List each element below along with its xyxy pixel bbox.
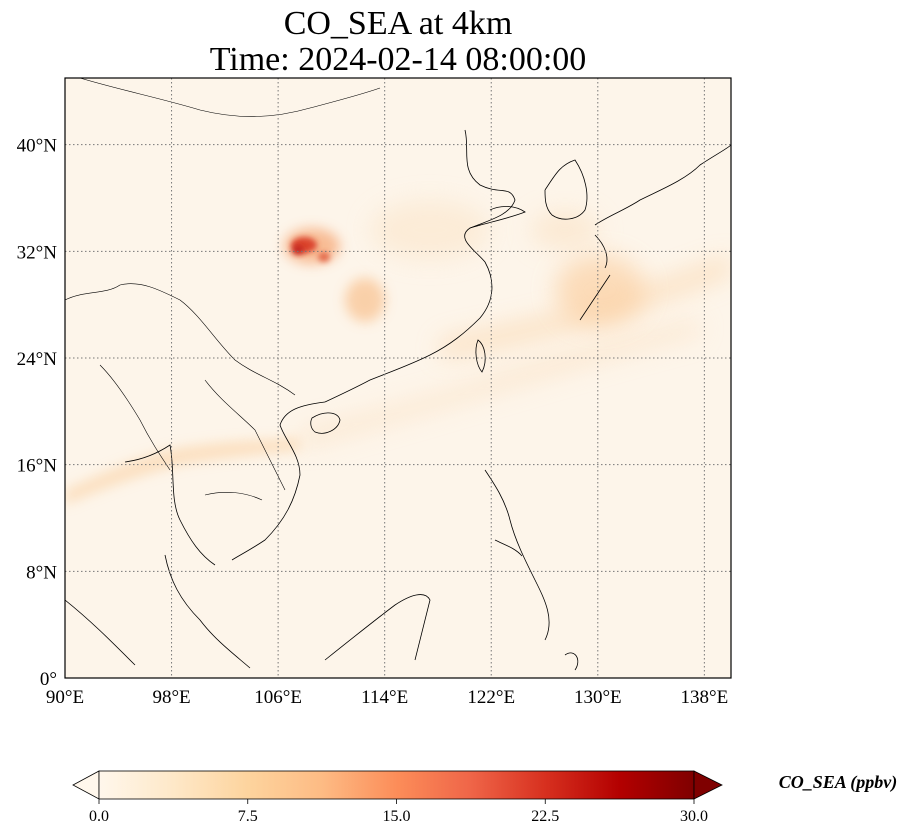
colorbar-tick-label: 7.5 bbox=[238, 808, 258, 825]
north-china-haze bbox=[370, 200, 490, 260]
borneo-coast bbox=[324, 594, 431, 661]
colorbar-tick-label: 22.5 bbox=[531, 808, 559, 825]
korea-plume bbox=[530, 210, 600, 250]
concentration-field-background bbox=[65, 78, 731, 678]
longitude-tick-label: 130°E bbox=[574, 687, 622, 708]
longitude-tick-label: 114°E bbox=[361, 687, 408, 708]
colorbar-tick-label: 0.0 bbox=[89, 808, 109, 825]
colorbar-tick-label: 30.0 bbox=[680, 808, 708, 825]
colorbar: 0.0 7.5 15.0 22.5 30.0 CO_SEA (ppbv) bbox=[72, 770, 898, 825]
sichuan-hotspot-east bbox=[318, 252, 330, 262]
latitude-tick-label: 16°N bbox=[17, 456, 58, 477]
border-mongolia bbox=[79, 78, 381, 117]
colorbar-tick-label: 15.0 bbox=[383, 808, 411, 825]
sichuan-hotspot-core bbox=[292, 245, 304, 255]
latitude-tick-label: 24°N bbox=[17, 349, 58, 370]
longitude-tick-label: 122°E bbox=[467, 687, 515, 708]
coastlines bbox=[65, 129, 731, 671]
latitude-tick-label: 0° bbox=[40, 669, 57, 690]
indochina-plume-band bbox=[65, 438, 300, 505]
border-thailand-cambodia bbox=[204, 491, 263, 501]
hainan-coast bbox=[310, 412, 341, 434]
sulawesi-coast bbox=[564, 652, 579, 671]
longitude-tick-label: 106°E bbox=[254, 687, 302, 708]
korea-peninsula bbox=[544, 159, 588, 220]
longitude-tick-label: 98°E bbox=[152, 687, 190, 708]
border-china-south bbox=[65, 283, 296, 396]
shandong-peninsula bbox=[469, 206, 526, 229]
central-china-plume bbox=[345, 278, 385, 322]
longitude-tick-labels: 90°E 98°E 106°E 114°E 122°E 130°E 138°E bbox=[46, 687, 728, 708]
colorbar-gradient bbox=[98, 770, 695, 800]
malay-peninsula bbox=[164, 554, 251, 669]
colorbar-extend-min bbox=[72, 770, 100, 800]
gridlines bbox=[65, 78, 731, 678]
sumatra-coast bbox=[65, 599, 136, 666]
indochina-coast bbox=[124, 401, 326, 566]
china-coast bbox=[324, 129, 516, 403]
longitude-tick-label: 138°E bbox=[681, 687, 729, 708]
philippines-coast bbox=[484, 469, 550, 641]
country-borders bbox=[65, 78, 381, 501]
taiwan-coast bbox=[475, 339, 486, 373]
latitude-tick-label: 32°N bbox=[17, 242, 58, 263]
latitude-tick-label: 8°N bbox=[26, 562, 57, 583]
colorbar-label: CO_SEA (ppbv) bbox=[779, 772, 898, 793]
title-line-1: CO_SEA at 4km bbox=[284, 5, 513, 42]
latitude-tick-labels: 0° 8°N 16°N 24°N 32°N 40°N bbox=[17, 136, 58, 690]
colorbar-extend-max bbox=[693, 770, 723, 800]
border-laos-vietnam bbox=[204, 379, 286, 491]
south-china-sea-plume-band bbox=[300, 320, 700, 448]
latitude-tick-label: 40°N bbox=[17, 136, 58, 157]
title-line-2: Time: 2024-02-14 08:00:00 bbox=[210, 41, 587, 78]
border-myanmar bbox=[99, 364, 171, 471]
longitude-tick-label: 90°E bbox=[46, 687, 84, 708]
map-frame bbox=[64, 77, 732, 679]
map-panel bbox=[65, 78, 731, 678]
colorbar-tick-labels: 0.0 7.5 15.0 22.5 30.0 bbox=[89, 799, 708, 825]
